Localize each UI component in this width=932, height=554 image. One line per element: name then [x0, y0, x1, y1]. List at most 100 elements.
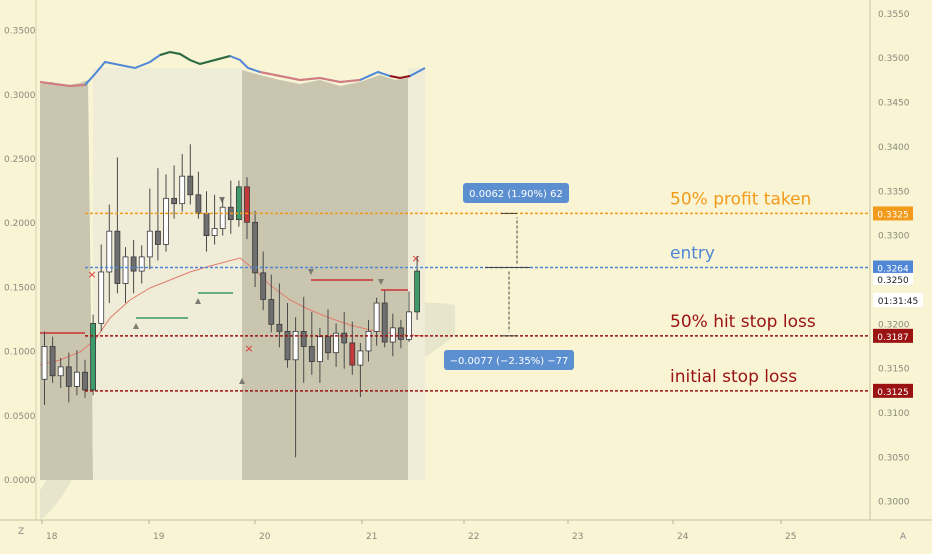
candle-body: [163, 197, 169, 245]
candle-body: [284, 330, 291, 361]
candle[interactable]: [219, 198, 226, 236]
candle[interactable]: [195, 171, 202, 219]
price-tag-text: 0.3187: [877, 333, 909, 343]
right-axis-tick: 0.3550: [878, 10, 910, 20]
loss-measure-box[interactable]: −0.0077 (−2.35%) −77: [444, 350, 574, 370]
candle[interactable]: [244, 177, 250, 240]
candle[interactable]: [373, 297, 380, 346]
candle[interactable]: [171, 165, 178, 219]
candle[interactable]: [146, 188, 153, 270]
price-tag: 0.3264: [873, 260, 913, 275]
price-tag-text: 0.3325: [877, 210, 909, 220]
candle[interactable]: [74, 350, 80, 396]
left-axis-tick: 0.2500: [4, 155, 36, 165]
candle-body: [57, 366, 64, 377]
candle[interactable]: [300, 296, 307, 383]
candle-body: [397, 327, 404, 340]
candle-body: [41, 346, 48, 380]
session-shade-2: [242, 70, 408, 480]
candle[interactable]: [276, 283, 283, 348]
candle[interactable]: [260, 251, 267, 311]
candle[interactable]: [138, 245, 145, 284]
candle[interactable]: [349, 321, 356, 375]
candle-body: [365, 330, 372, 352]
time-axis-tick: 25: [785, 532, 796, 542]
loss-measure-text: −0.0077 (−2.35%) −77: [450, 356, 569, 367]
candle[interactable]: [333, 323, 340, 367]
candle-body: [325, 336, 331, 354]
candle-body: [406, 311, 412, 340]
exit-cross-marker: ×: [244, 342, 253, 355]
right-axis-tick: 0.3400: [878, 143, 910, 153]
candle-body: [235, 186, 242, 221]
candle[interactable]: [325, 309, 331, 360]
price-tag-text: 0.3264: [877, 265, 909, 275]
candle[interactable]: [381, 290, 388, 348]
auto-scale-icon: A: [900, 532, 907, 542]
candle-body: [389, 327, 396, 343]
candle[interactable]: [357, 342, 364, 398]
candle[interactable]: [268, 274, 275, 333]
candle[interactable]: [308, 311, 315, 375]
candle[interactable]: [122, 247, 129, 304]
candle-body: [122, 256, 129, 284]
candle[interactable]: [341, 311, 348, 369]
candle-body: [106, 230, 113, 273]
exit-cross-marker: ×: [411, 252, 420, 265]
candle[interactable]: [179, 154, 186, 212]
countdown-tag: 01:31:45: [873, 293, 923, 307]
candle[interactable]: [49, 336, 56, 383]
right-axis-tick: 0.3450: [878, 99, 910, 109]
candle-body: [82, 371, 88, 391]
candle[interactable]: [252, 210, 259, 288]
time-axis-tick: 18: [46, 532, 58, 542]
candle[interactable]: [57, 358, 64, 389]
candle[interactable]: [406, 291, 412, 343]
candle[interactable]: [65, 352, 72, 403]
candle-body: [341, 332, 348, 344]
right-axis-tick: 0.3050: [878, 453, 910, 463]
candle[interactable]: [90, 314, 96, 396]
candle[interactable]: [130, 240, 137, 294]
top-trend-line-up: [159, 50, 231, 66]
candle[interactable]: [316, 327, 323, 383]
candle[interactable]: [98, 244, 105, 332]
candle[interactable]: [235, 180, 242, 227]
candle[interactable]: [414, 256, 421, 320]
exit-cross-marker: ×: [87, 268, 96, 281]
candle[interactable]: [187, 144, 194, 205]
candle-body: [114, 230, 121, 284]
candle[interactable]: [397, 319, 404, 349]
left-axis-tick: 0.2000: [4, 219, 36, 229]
candle-body: [211, 228, 218, 237]
candle-body: [308, 346, 315, 362]
time-axis-tick: 21: [366, 532, 377, 542]
candle-body: [300, 330, 307, 347]
candle[interactable]: [292, 317, 299, 458]
candle[interactable]: [154, 168, 161, 261]
session-shade-1: [40, 80, 93, 480]
time-axis-tick: 24: [677, 532, 689, 542]
level-label: initial stop loss: [670, 367, 797, 387]
candle[interactable]: [211, 194, 218, 245]
candle-body: [98, 271, 105, 324]
price-tag-bg: [873, 260, 913, 275]
countdown-text: 01:31:45: [878, 297, 918, 307]
candle-body: [146, 230, 153, 258]
right-axis-tick: 0.3350: [878, 187, 910, 197]
candle[interactable]: [41, 331, 48, 406]
candle[interactable]: [114, 157, 121, 294]
price-tag-bg: [873, 206, 913, 221]
top-trend-line-down-1: [39, 81, 86, 88]
candle[interactable]: [365, 319, 372, 362]
candle-body: [260, 272, 267, 300]
candle[interactable]: [106, 204, 113, 304]
top-trend-line-down-3: [389, 75, 411, 80]
profit-measure-box[interactable]: 0.0062 (1.90%) 62: [463, 183, 569, 203]
candle-body: [187, 175, 194, 196]
moving-average-line: [39, 257, 426, 366]
candle[interactable]: [389, 313, 396, 357]
current-price-text: 0.3250: [877, 276, 909, 286]
buy-signal-marker: [195, 298, 201, 304]
